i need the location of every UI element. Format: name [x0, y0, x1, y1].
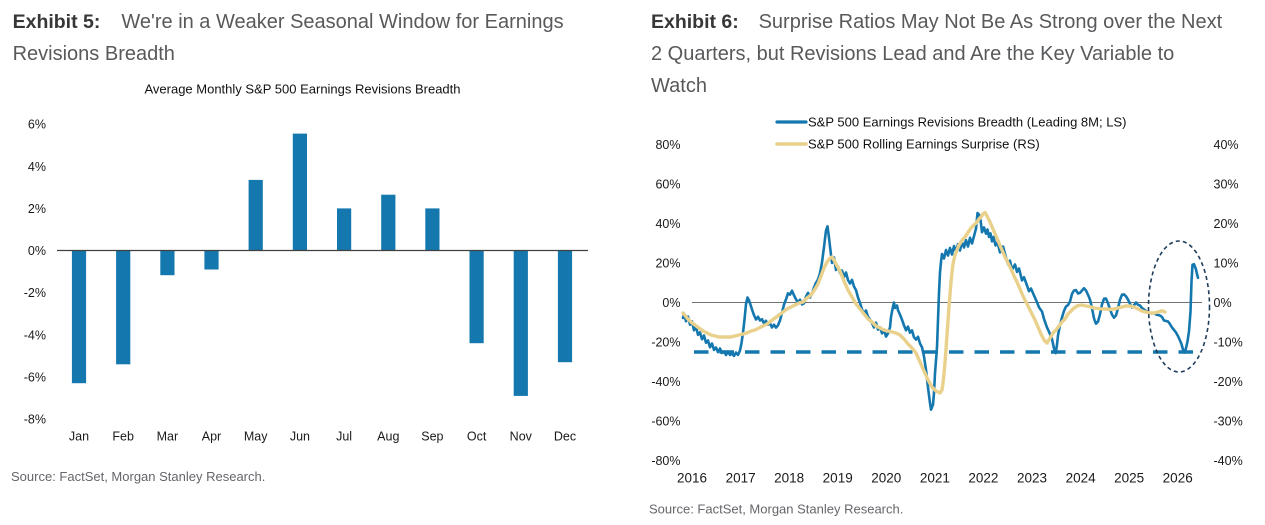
svg-text:We're in a Weaker Seasonal Win: We're in a Weaker Seasonal Window for Ea… [121, 11, 563, 33]
svg-text:-8%: -8% [24, 413, 46, 427]
svg-text:0%: 0% [1214, 296, 1232, 310]
svg-text:Watch: Watch [651, 75, 707, 97]
svg-text:Exhibit 6:: Exhibit 6: [651, 11, 739, 33]
svg-text:-40%: -40% [1214, 454, 1243, 468]
svg-text:May: May [244, 430, 268, 444]
svg-text:Feb: Feb [112, 430, 134, 444]
svg-text:10%: 10% [1214, 257, 1239, 271]
svg-text:-2%: -2% [24, 286, 46, 300]
svg-text:2 Quarters, but Revisions Lead: 2 Quarters, but Revisions Lead and Are t… [651, 43, 1174, 65]
svg-text:2021: 2021 [920, 471, 950, 486]
svg-text:Surprise Ratios May Not Be As: Surprise Ratios May Not Be As Strong ove… [759, 11, 1223, 33]
svg-text:2023: 2023 [1017, 471, 1047, 486]
svg-text:Mar: Mar [157, 430, 179, 444]
svg-text:2022: 2022 [968, 471, 998, 486]
svg-text:-80%: -80% [651, 454, 680, 468]
svg-text:Average Monthly S&P 500 Earnin: Average Monthly S&P 500 Earnings Revisio… [144, 82, 460, 97]
svg-text:Exhibit 5:: Exhibit 5: [13, 11, 101, 33]
svg-text:2017: 2017 [726, 471, 756, 486]
svg-text:Nov: Nov [510, 430, 533, 444]
svg-text:Jan: Jan [69, 430, 89, 444]
svg-text:-40%: -40% [651, 375, 680, 389]
svg-text:6%: 6% [28, 118, 46, 132]
svg-text:60%: 60% [655, 178, 680, 192]
svg-text:4%: 4% [28, 160, 46, 174]
svg-text:2024: 2024 [1066, 471, 1097, 486]
svg-text:2026: 2026 [1163, 471, 1193, 486]
svg-text:Aug: Aug [377, 430, 399, 444]
svg-text:2%: 2% [28, 202, 46, 216]
svg-text:Dec: Dec [554, 430, 576, 444]
svg-text:-20%: -20% [1214, 375, 1243, 389]
svg-text:S&P 500 Rolling Earnings Surpr: S&P 500 Rolling Earnings Surprise (RS) [808, 137, 1040, 152]
svg-text:Sep: Sep [421, 430, 443, 444]
svg-text:Apr: Apr [202, 430, 221, 444]
svg-text:-60%: -60% [651, 415, 680, 429]
svg-text:-30%: -30% [1214, 415, 1243, 429]
svg-text:S&P 500 Earnings Revisions Bre: S&P 500 Earnings Revisions Breadth (Lead… [808, 115, 1126, 130]
svg-text:Source: FactSet, Morgan Stanle: Source: FactSet, Morgan Stanley Research… [11, 469, 265, 484]
svg-text:0%: 0% [662, 296, 680, 310]
svg-text:Oct: Oct [467, 430, 487, 444]
svg-text:-20%: -20% [651, 336, 680, 350]
svg-text:2020: 2020 [871, 471, 901, 486]
svg-text:2019: 2019 [823, 471, 853, 486]
svg-text:-10%: -10% [1214, 336, 1243, 350]
svg-text:40%: 40% [655, 217, 680, 231]
svg-text:Source: FactSet, Morgan Stanle: Source: FactSet, Morgan Stanley Research… [649, 502, 903, 517]
svg-text:80%: 80% [655, 138, 680, 152]
svg-text:30%: 30% [1214, 178, 1239, 192]
svg-text:Jun: Jun [290, 430, 310, 444]
svg-text:40%: 40% [1214, 138, 1239, 152]
svg-text:20%: 20% [655, 257, 680, 271]
svg-text:-6%: -6% [24, 371, 46, 385]
svg-text:Revisions Breadth: Revisions Breadth [13, 43, 175, 65]
svg-text:-4%: -4% [24, 328, 46, 342]
svg-text:20%: 20% [1214, 217, 1239, 231]
svg-text:2018: 2018 [774, 471, 804, 486]
svg-text:2025: 2025 [1114, 471, 1144, 486]
svg-text:0%: 0% [28, 244, 46, 258]
svg-text:Jul: Jul [336, 430, 352, 444]
svg-text:2016: 2016 [677, 471, 707, 486]
